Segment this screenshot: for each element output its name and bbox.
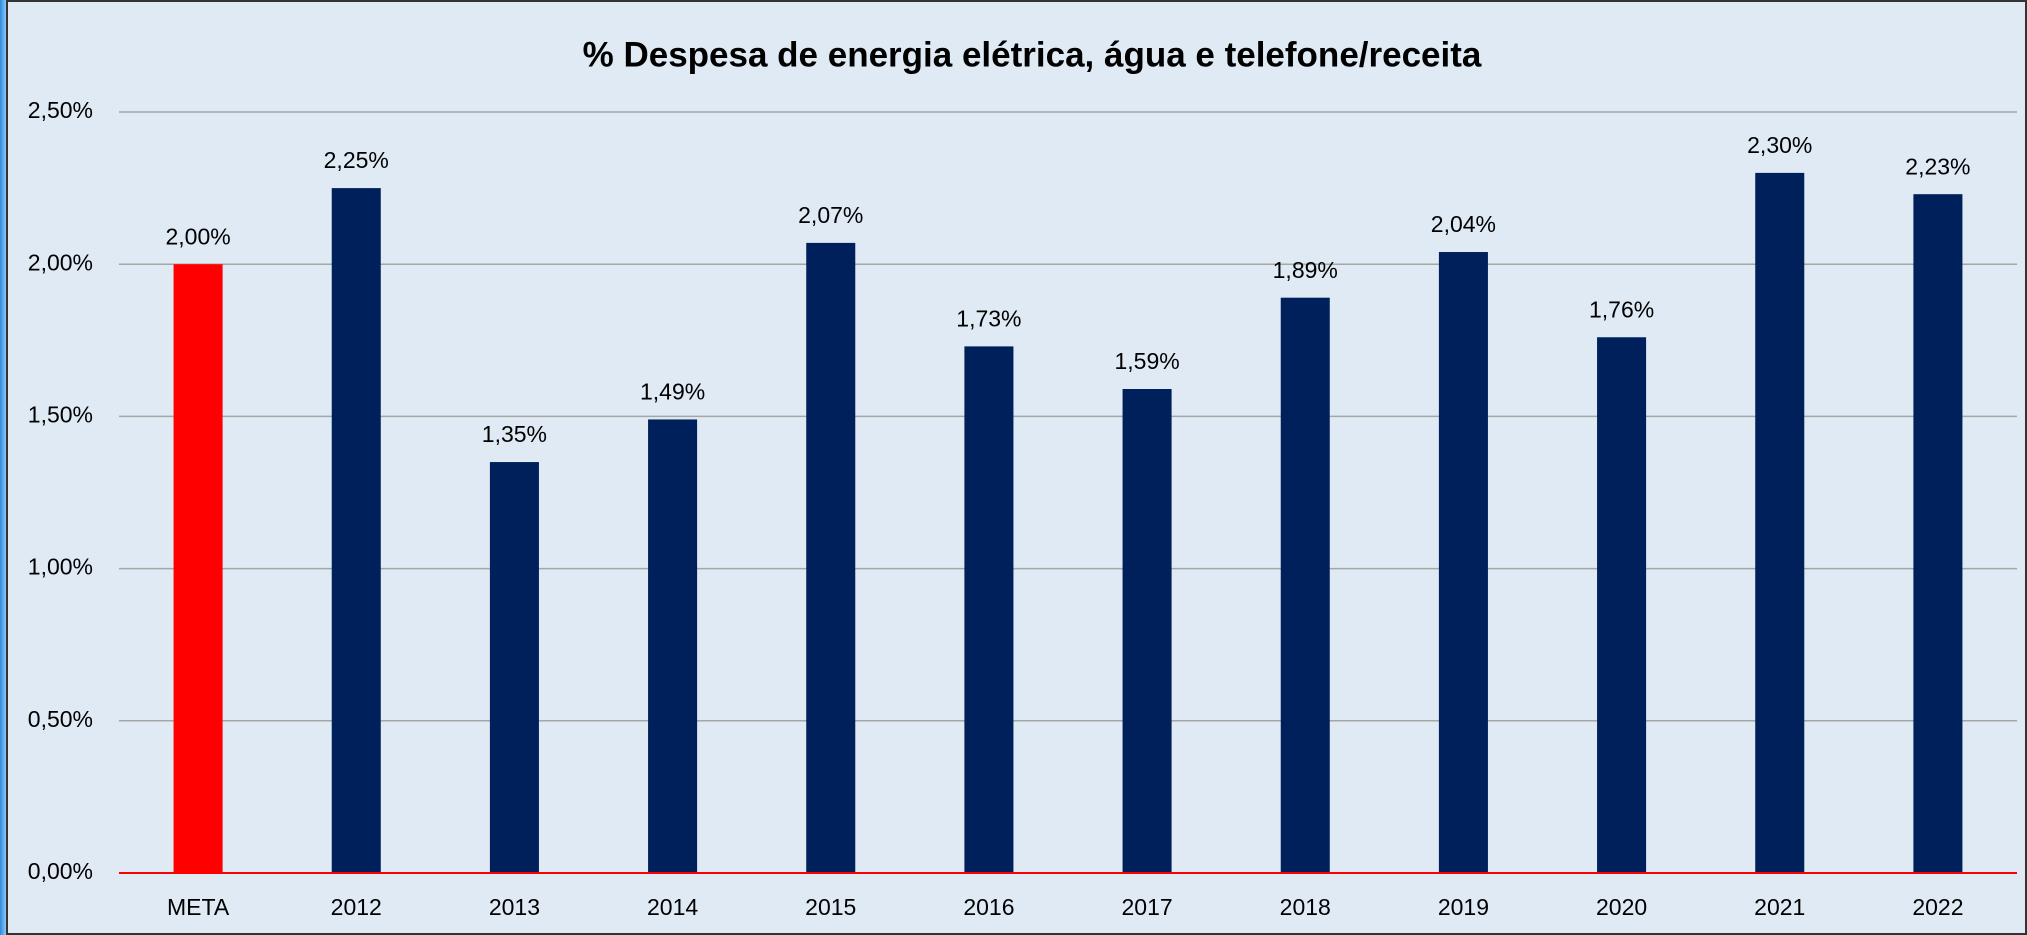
x-tick-label: 2013: [489, 894, 540, 920]
frame: [6, 0, 2027, 935]
y-tick-label: 0,50%: [28, 706, 93, 732]
bar: [1280, 297, 1330, 874]
bar: [331, 188, 381, 874]
edge-strip: [0, 0, 7, 935]
bar: [806, 242, 856, 874]
bar: [1913, 194, 1963, 874]
y-tick-label: 0,00%: [28, 858, 93, 884]
data-label: 1,59%: [1114, 348, 1179, 374]
x-tick-label: 2018: [1280, 894, 1331, 920]
data-label: 2,04%: [1431, 211, 1496, 237]
bar: [648, 419, 698, 873]
data-label: 1,49%: [640, 379, 705, 405]
y-tick-label: 2,00%: [28, 249, 93, 275]
bar: [1597, 337, 1647, 874]
data-label: 1,73%: [956, 305, 1021, 331]
x-tick-label: 2021: [1754, 894, 1805, 920]
x-tick-label: 2016: [963, 894, 1014, 920]
data-label: 2,25%: [324, 147, 389, 173]
bar: [173, 264, 223, 873]
x-tick-label: 2014: [647, 894, 698, 920]
data-label: 1,89%: [1273, 257, 1338, 283]
data-label: 2,00%: [165, 223, 230, 249]
data-label: 1,76%: [1589, 296, 1654, 322]
data-label: 1,35%: [482, 421, 547, 447]
x-tick-label: 2022: [1912, 894, 1963, 920]
y-tick-label: 2,50%: [28, 97, 93, 123]
bar: [489, 462, 539, 873]
data-label: 2,23%: [1905, 153, 1970, 179]
bar: [1755, 172, 1805, 873]
x-tick-label: 2020: [1596, 894, 1647, 920]
bar: [964, 346, 1014, 873]
x-tick-label: META: [167, 894, 230, 920]
bar: [1438, 252, 1488, 874]
bar: [1122, 389, 1172, 873]
x-tick-label: 2015: [805, 894, 856, 920]
x-tick-label: 2012: [331, 894, 382, 920]
chart-title: % Despesa de energia elétrica, água e te…: [583, 35, 1482, 74]
data-label: 2,30%: [1747, 132, 1812, 158]
x-tick-label: 2019: [1438, 894, 1489, 920]
data-label: 2,07%: [798, 202, 863, 228]
y-tick-label: 1,00%: [28, 554, 93, 580]
x-tick-label: 2017: [1121, 894, 1172, 920]
y-tick-label: 1,50%: [28, 401, 93, 427]
